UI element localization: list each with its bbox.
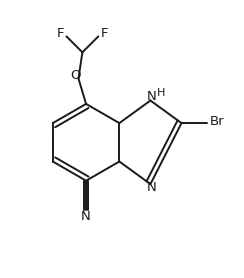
Text: N: N [147,90,157,103]
Text: O: O [70,69,81,82]
Text: F: F [100,27,108,40]
Text: F: F [57,27,64,40]
Text: Br: Br [209,115,224,128]
Text: H: H [157,88,166,98]
Text: N: N [81,210,91,223]
Text: N: N [147,181,157,194]
